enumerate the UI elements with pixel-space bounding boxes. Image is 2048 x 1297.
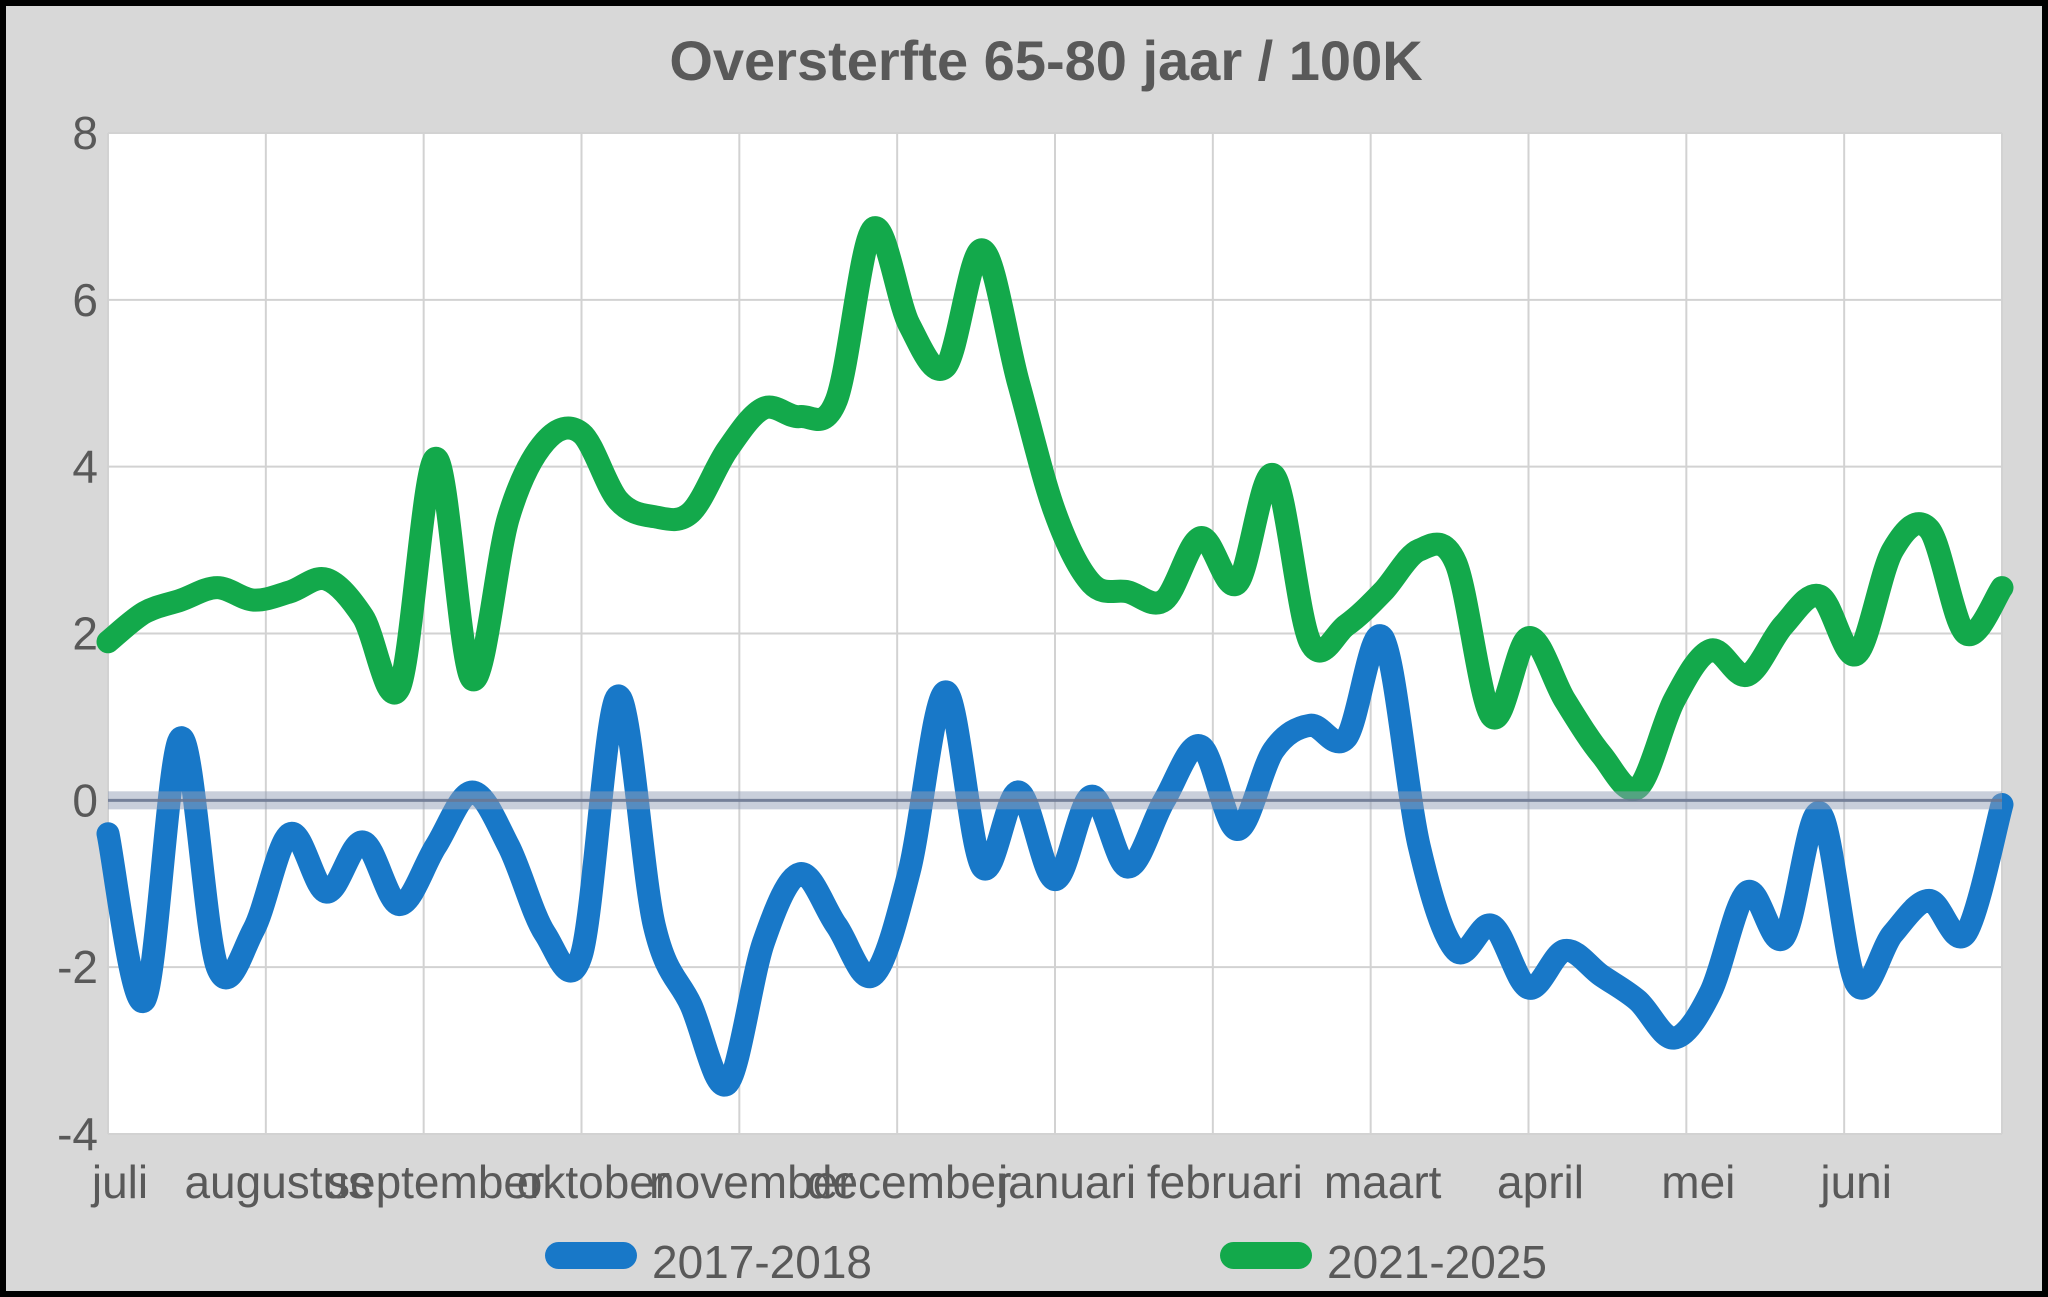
excess-mortality-chart: 8 6 4 2 0 -2 -4 juli augustusseptemberoktoberno… xyxy=(57,29,2014,1288)
y-tick-label: -2 xyxy=(57,941,98,993)
x-tick-label-mei: mei xyxy=(1661,1156,1735,1208)
x-tick-label-november: november xyxy=(649,1156,854,1208)
legend-swatch-2021-2025 xyxy=(1220,1242,1312,1269)
x-tick-label-juli: juli xyxy=(90,1156,148,1208)
y-tick-label: 8 xyxy=(72,107,98,159)
x-tick-label-juni: juni xyxy=(1818,1156,1892,1208)
series-line-2017-2018 xyxy=(96,624,2014,1097)
legend-label-2017-2018: 2017-2018 xyxy=(652,1236,872,1288)
legend-swatch-2017-2018 xyxy=(545,1242,637,1269)
x-tick-label-maart: maart xyxy=(1324,1156,1442,1208)
x-tick-label-januari: januari xyxy=(996,1156,1136,1208)
y-tick-label: 4 xyxy=(72,441,98,493)
zero-baseline xyxy=(108,791,2002,810)
y-tick-label: 2 xyxy=(72,608,98,660)
x-tick-label-oktober: oktober xyxy=(517,1156,670,1208)
series-line-2021-2025 xyxy=(96,216,2014,801)
x-tick-label-september: september xyxy=(327,1156,544,1208)
x-tick-label-april: april xyxy=(1497,1156,1584,1208)
y-tick-label: 6 xyxy=(72,274,98,326)
y-axis-labels: 8 6 4 2 0 -2 -4 xyxy=(57,107,98,1160)
series-lines xyxy=(96,216,2014,1097)
x-tick-label-februari: februari xyxy=(1147,1156,1303,1208)
legend-label-2021-2025: 2021-2025 xyxy=(1327,1236,1547,1288)
legend: 2017-2018 2021-2025 xyxy=(545,1236,1547,1288)
y-tick-label: -4 xyxy=(57,1108,98,1160)
x-axis-labels: juli augustusseptemberoktobernovemberdece… xyxy=(90,1156,1892,1208)
chart-title: Oversterfte 65-80 jaar / 100K xyxy=(669,29,1422,92)
y-tick-label: 0 xyxy=(72,774,98,826)
x-tick-label-augustus: augustus xyxy=(184,1156,371,1208)
x-tick-label-december: december xyxy=(807,1156,1012,1208)
